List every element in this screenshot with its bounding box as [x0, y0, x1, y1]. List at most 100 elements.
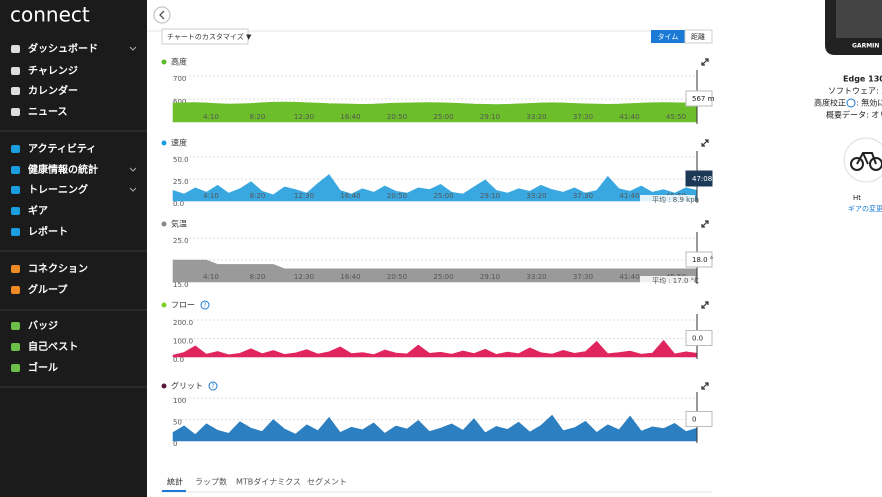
- help-icon[interactable]: [846, 98, 856, 108]
- device-summary: 概要データ: オリ: [826, 110, 882, 120]
- nav-icon: [11, 87, 20, 95]
- x-tick-label: 41:40: [619, 113, 639, 121]
- customize-button[interactable]: [161, 28, 249, 45]
- x-tick-label: 4:10: [203, 113, 219, 121]
- help-mark: ?: [203, 302, 206, 309]
- chart-title: フロー: [171, 301, 195, 310]
- logo[interactable]: connect: [10, 3, 90, 27]
- nav-icon: [11, 228, 20, 236]
- x-tick-label: 29:10: [480, 273, 500, 281]
- series-area: [172, 174, 698, 202]
- current-value-box: [685, 251, 713, 268]
- nav-item[interactable]: ニュース: [28, 106, 68, 118]
- device-screen: [836, 0, 882, 38]
- series-dot: [161, 302, 167, 308]
- gear-name: Ht: [853, 194, 861, 202]
- tab[interactable]: 統計: [167, 477, 183, 487]
- back-button[interactable]: [153, 6, 171, 24]
- y-tick-label: 600: [173, 98, 186, 106]
- current-value-box: [685, 90, 713, 107]
- nav-chevron: [129, 46, 137, 51]
- y-tick-label: 100: [173, 397, 186, 405]
- x-tick-label: 25:00: [433, 113, 453, 121]
- current-value-box: [685, 411, 713, 427]
- x-tick-label: 37:30: [573, 113, 593, 121]
- y-tick-label: 25.0: [173, 178, 189, 186]
- x-tick-label: 29:10: [480, 192, 500, 200]
- help-icon[interactable]: [200, 300, 210, 310]
- y-tick-label: 0: [173, 440, 177, 448]
- x-tick-label: 20:50: [387, 273, 407, 281]
- gear-change[interactable]: ギアの変更: [848, 204, 882, 213]
- avg-label: 平均 : 8.9 kph: [652, 195, 699, 204]
- y-tick-label: 700: [173, 75, 186, 83]
- nav-chevron: [129, 167, 137, 172]
- toggle-time[interactable]: [651, 30, 685, 43]
- x-tick-label: 20:50: [387, 192, 407, 200]
- nav-item[interactable]: アクティビティ: [28, 142, 96, 155]
- nav-item[interactable]: ギア: [28, 204, 48, 217]
- series-dot: [161, 221, 167, 227]
- expand-icon[interactable]: [701, 139, 709, 147]
- expand-icon[interactable]: [701, 220, 709, 228]
- nav-item[interactable]: グループ: [28, 283, 68, 296]
- nav-item[interactable]: バッジ: [28, 320, 58, 332]
- current-value: 0: [692, 416, 696, 424]
- customize-label: チャートのカスタマイズ ▼: [167, 32, 252, 41]
- nav-item[interactable]: チャレンジ: [28, 65, 78, 77]
- nav-item[interactable]: ダッシュボード: [28, 42, 98, 55]
- nav-icon: [11, 265, 20, 273]
- tab[interactable]: MTBダイナミクス: [236, 477, 301, 487]
- x-tick-label: 4:10: [203, 273, 219, 281]
- x-tick-label: 37:30: [573, 273, 593, 281]
- nav-icon: [11, 322, 20, 330]
- device-brand: GARMIN: [852, 43, 879, 50]
- current-value-box: [685, 170, 713, 187]
- device-name: Edge 130 Pl: [843, 75, 882, 84]
- x-tick-label: 20:50: [387, 113, 407, 121]
- y-tick-label: 25.0: [173, 237, 189, 245]
- current-value: 567 m: [692, 95, 715, 103]
- y-tick-label: 0.0: [173, 200, 184, 208]
- x-tick-label: 25:00: [433, 273, 453, 281]
- x-tick-label: 16:40: [340, 113, 360, 121]
- x-tick-label: 37:30: [573, 192, 593, 200]
- tab[interactable]: セグメント: [307, 477, 347, 487]
- x-tick-label: 16:40: [340, 192, 360, 200]
- nav-item[interactable]: コネクション: [28, 263, 88, 275]
- expand-icon[interactable]: [701, 58, 709, 66]
- y-tick-label: 100.0: [173, 338, 193, 346]
- expand-icon[interactable]: [701, 382, 709, 390]
- nav-item[interactable]: カレンダー: [28, 84, 78, 97]
- help-icon[interactable]: [208, 381, 218, 391]
- device-calibration: 高度校正: [814, 98, 846, 108]
- x-tick-label: 29:10: [480, 113, 500, 121]
- current-value: 18.0 °: [692, 256, 713, 264]
- x-tick-label: 12:30: [294, 113, 314, 121]
- series-area: [172, 414, 698, 442]
- chart-title: グリット: [171, 381, 203, 391]
- nav-item[interactable]: 自己ベスト: [28, 340, 78, 353]
- series-dot: [161, 59, 167, 65]
- nav-icon: [11, 343, 20, 351]
- toggle-distance[interactable]: [684, 29, 713, 44]
- series-dot: [161, 383, 167, 389]
- x-tick-label: 8:20: [250, 273, 266, 281]
- nav-item[interactable]: 健康情報の統計: [28, 163, 98, 176]
- nav-item[interactable]: トレーニング: [28, 183, 88, 196]
- nav-icon: [11, 108, 20, 116]
- series-dot: [161, 140, 167, 146]
- expand-icon[interactable]: [701, 301, 709, 309]
- y-tick-label: 0.0: [173, 356, 184, 364]
- current-value: 47:08: [692, 175, 712, 183]
- current-value-box: [685, 330, 713, 346]
- nav-item[interactable]: レポート: [28, 225, 68, 238]
- nav-item[interactable]: ゴール: [28, 361, 58, 374]
- x-tick-label: 12:30: [294, 273, 314, 281]
- chart-title: 速度: [171, 138, 187, 148]
- tab[interactable]: ラップ数: [195, 477, 227, 487]
- help-mark: ?: [211, 383, 214, 390]
- nav-icon: [11, 186, 20, 194]
- nav-icon: [11, 207, 20, 215]
